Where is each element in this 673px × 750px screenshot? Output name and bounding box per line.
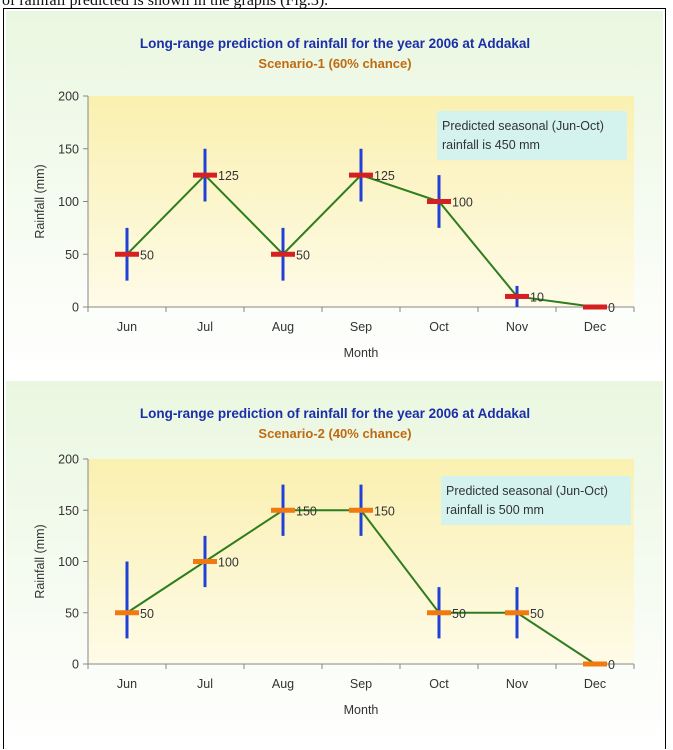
data-label: 50: [140, 607, 154, 621]
data-point-marker: [349, 507, 373, 513]
chart-panel-2: Long-range prediction of rainfall for th…: [6, 381, 663, 750]
data-label: 100: [218, 556, 239, 570]
x-tick-label: Nov: [506, 677, 529, 691]
y-axis-label: Rainfall (mm): [33, 164, 47, 238]
annotation-text: Predicted seasonal (Jun-Oct): [446, 484, 608, 498]
y-tick-label: 0: [72, 658, 79, 672]
y-tick-label: 200: [58, 90, 79, 104]
data-point-marker: [349, 172, 373, 178]
figure-caption-text: of rainfall predicted is shown in the gr…: [2, 0, 329, 9]
figure-frame: Long-range prediction of rainfall for th…: [3, 8, 666, 750]
data-point-marker: [505, 293, 529, 299]
annotation-box: [441, 476, 631, 525]
y-axis-label: Rainfall (mm): [33, 524, 47, 598]
figure-svg: Long-range prediction of rainfall for th…: [6, 11, 663, 750]
y-tick-label: 50: [65, 248, 79, 262]
y-tick-label: 150: [58, 142, 79, 156]
data-label: 50: [530, 607, 544, 621]
data-label: 50: [296, 248, 310, 262]
data-label: 150: [296, 504, 317, 518]
data-label: 0: [608, 658, 615, 672]
x-axis-label: Month: [344, 703, 379, 717]
chart-title: Long-range prediction of rainfall for th…: [140, 36, 530, 51]
x-tick-label: Oct: [429, 677, 449, 691]
x-tick-label: Aug: [272, 320, 294, 334]
data-point-marker: [583, 304, 607, 310]
data-point-marker: [115, 610, 139, 616]
x-tick-label: Sep: [350, 320, 372, 334]
chart-panel-1: Long-range prediction of rainfall for th…: [6, 11, 663, 379]
annotation-text: rainfall is 450 mm: [442, 138, 540, 152]
chart-subtitle: Scenario-2 (40% chance): [258, 426, 411, 441]
x-tick-label: Jun: [117, 320, 137, 334]
data-point-marker: [271, 507, 295, 513]
data-point-marker: [193, 559, 217, 564]
x-axis-label: Month: [344, 346, 379, 360]
x-tick-label: Jul: [197, 320, 213, 334]
data-point-marker: [271, 251, 295, 257]
data-label: 0: [608, 301, 615, 315]
x-tick-label: Oct: [429, 320, 449, 334]
data-label: 50: [140, 248, 154, 262]
data-label: 10: [530, 290, 544, 304]
y-tick-label: 0: [72, 301, 79, 315]
x-tick-label: Aug: [272, 677, 294, 691]
y-tick-label: 200: [58, 453, 79, 467]
x-tick-label: Dec: [584, 677, 606, 691]
data-point-marker: [505, 610, 529, 616]
y-tick-label: 100: [58, 555, 79, 569]
x-tick-label: Jun: [117, 677, 137, 691]
x-tick-label: Nov: [506, 320, 529, 334]
annotation-text: rainfall is 500 mm: [446, 503, 544, 517]
y-tick-label: 100: [58, 195, 79, 209]
data-point-marker: [427, 199, 451, 204]
x-tick-label: Sep: [350, 677, 372, 691]
data-point-marker: [115, 251, 139, 257]
annotation-text: Predicted seasonal (Jun-Oct): [442, 119, 604, 133]
y-tick-label: 150: [58, 504, 79, 518]
data-label: 100: [452, 196, 473, 210]
data-point-marker: [583, 661, 607, 667]
annotation-box: [437, 111, 627, 160]
chart-title: Long-range prediction of rainfall for th…: [140, 406, 530, 421]
data-label: 150: [374, 504, 395, 518]
data-label: 125: [218, 169, 239, 183]
x-tick-label: Jul: [197, 677, 213, 691]
data-point-marker: [427, 610, 451, 616]
y-tick-label: 50: [65, 606, 79, 620]
data-point-marker: [193, 172, 217, 178]
chart-subtitle: Scenario-1 (60% chance): [258, 56, 411, 71]
data-label: 125: [374, 169, 395, 183]
data-label: 50: [452, 607, 466, 621]
x-tick-label: Dec: [584, 320, 606, 334]
